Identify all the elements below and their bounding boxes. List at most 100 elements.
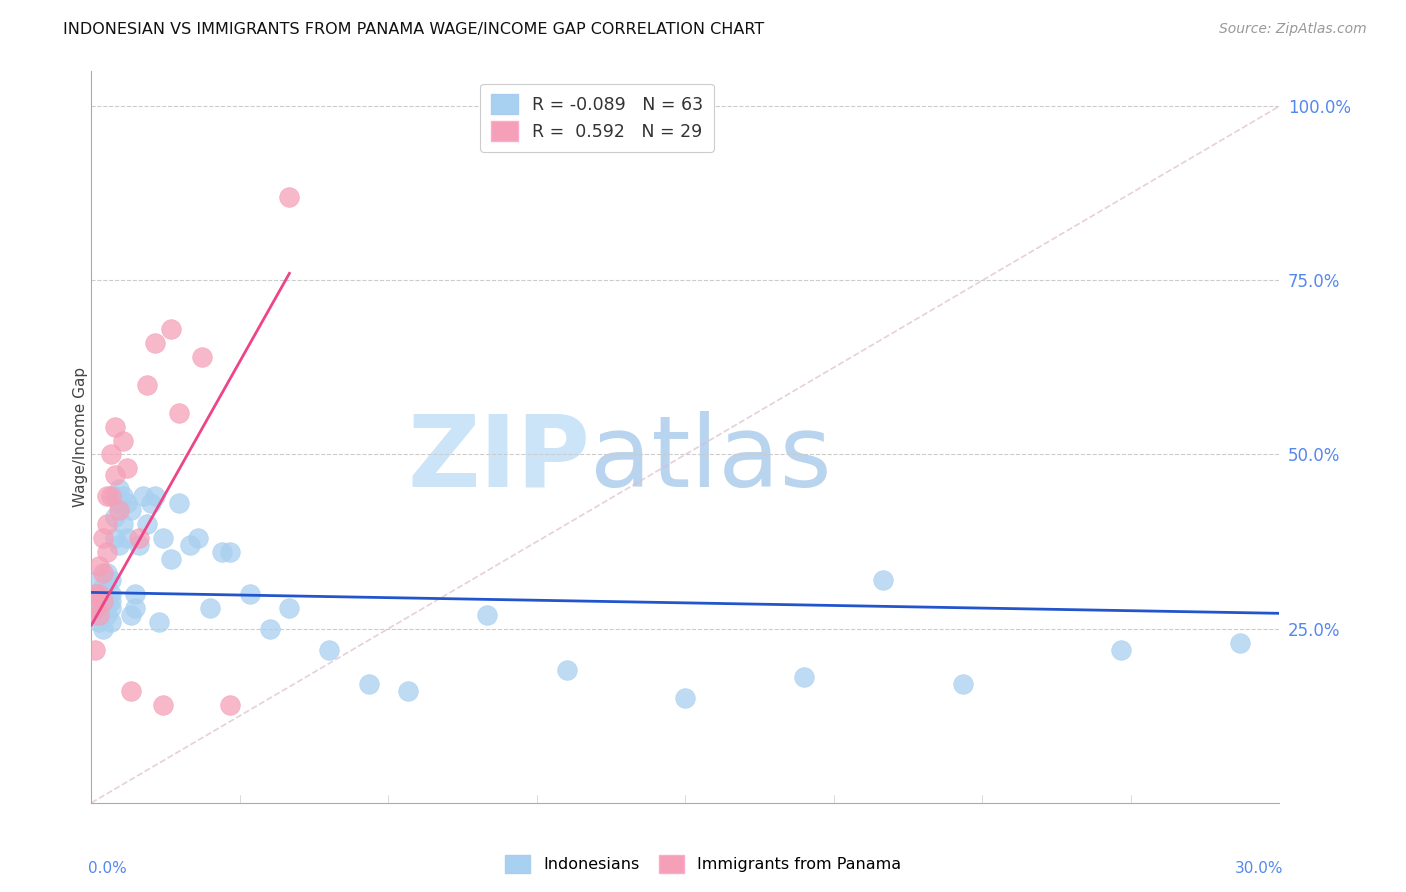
Point: [200, 600, 222, 615]
Point: [673, 691, 696, 706]
Point: [108, 483, 131, 497]
Text: ZIP: ZIP: [408, 410, 591, 508]
Point: [211, 545, 233, 559]
Point: [115, 461, 138, 475]
Point: [159, 552, 181, 566]
Point: [135, 517, 157, 532]
Point: [115, 531, 138, 545]
Point: [91, 587, 114, 601]
Point: [396, 684, 419, 698]
Point: [96, 573, 118, 587]
Point: [100, 587, 122, 601]
Point: [278, 190, 301, 204]
Point: [179, 538, 201, 552]
Point: [318, 642, 340, 657]
Point: [84, 587, 107, 601]
Point: [104, 489, 127, 503]
Legend: Indonesians, Immigrants from Panama: Indonesians, Immigrants from Panama: [499, 848, 907, 880]
Point: [84, 600, 107, 615]
Point: [148, 615, 170, 629]
Point: [104, 510, 127, 524]
Point: [120, 607, 142, 622]
Point: [91, 566, 114, 580]
Text: atlas: atlas: [591, 410, 832, 508]
Point: [89, 587, 111, 601]
Point: [191, 350, 214, 364]
Point: [89, 573, 111, 587]
Text: INDONESIAN VS IMMIGRANTS FROM PANAMA WAGE/INCOME GAP CORRELATION CHART: INDONESIAN VS IMMIGRANTS FROM PANAMA WAG…: [63, 22, 765, 37]
Point: [84, 587, 107, 601]
Point: [128, 538, 150, 552]
Text: Source: ZipAtlas.com: Source: ZipAtlas.com: [1219, 22, 1367, 37]
Point: [793, 670, 815, 684]
Text: 30.0%: 30.0%: [1234, 862, 1284, 876]
Point: [91, 594, 114, 608]
Point: [96, 594, 118, 608]
Point: [108, 503, 131, 517]
Point: [952, 677, 974, 691]
Point: [108, 538, 131, 552]
Point: [159, 322, 181, 336]
Point: [89, 558, 111, 573]
Point: [124, 600, 146, 615]
Legend: R = -0.089   N = 63, R =  0.592   N = 29: R = -0.089 N = 63, R = 0.592 N = 29: [481, 84, 714, 152]
Point: [91, 622, 114, 636]
Point: [120, 503, 142, 517]
Point: [96, 517, 118, 532]
Point: [91, 600, 114, 615]
Point: [167, 406, 190, 420]
Point: [219, 545, 242, 559]
Point: [357, 677, 380, 691]
Point: [89, 587, 111, 601]
Point: [89, 600, 111, 615]
Point: [124, 587, 146, 601]
Point: [100, 489, 122, 503]
Point: [278, 600, 301, 615]
Point: [872, 573, 894, 587]
Point: [91, 531, 114, 545]
Point: [100, 600, 122, 615]
Point: [89, 607, 111, 622]
Point: [132, 489, 155, 503]
Point: [139, 496, 162, 510]
Point: [1109, 642, 1132, 657]
Point: [100, 448, 122, 462]
Point: [112, 434, 135, 448]
Point: [91, 580, 114, 594]
Point: [120, 684, 142, 698]
Point: [1229, 635, 1251, 649]
Point: [259, 622, 281, 636]
Point: [100, 615, 122, 629]
Point: [152, 531, 174, 545]
Point: [143, 489, 166, 503]
Point: [239, 587, 262, 601]
Point: [477, 607, 499, 622]
Point: [96, 545, 118, 559]
Text: 0.0%: 0.0%: [87, 862, 127, 876]
Point: [96, 489, 118, 503]
Point: [112, 517, 135, 532]
Point: [104, 468, 127, 483]
Point: [143, 336, 166, 351]
Point: [108, 496, 131, 510]
Point: [96, 607, 118, 622]
Point: [91, 594, 114, 608]
Point: [152, 698, 174, 713]
Point: [89, 615, 111, 629]
Point: [555, 664, 578, 678]
Point: [115, 496, 138, 510]
Point: [128, 531, 150, 545]
Point: [104, 419, 127, 434]
Point: [104, 531, 127, 545]
Point: [135, 377, 157, 392]
Point: [100, 573, 122, 587]
Point: [187, 531, 209, 545]
Point: [96, 566, 118, 580]
Point: [100, 594, 122, 608]
Point: [84, 642, 107, 657]
Point: [84, 600, 107, 615]
Y-axis label: Wage/Income Gap: Wage/Income Gap: [73, 367, 87, 508]
Point: [112, 489, 135, 503]
Point: [84, 607, 107, 622]
Point: [219, 698, 242, 713]
